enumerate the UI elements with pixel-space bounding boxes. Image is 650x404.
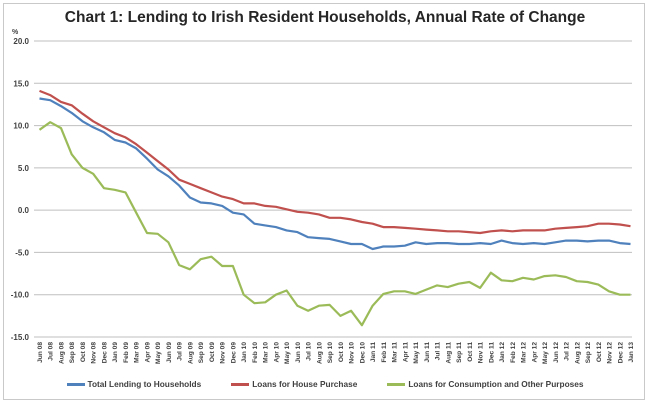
x-tick-label: Mar 12 — [521, 342, 528, 363]
legend-label-total: Total Lending to Households — [87, 379, 202, 389]
legend-label-house: Loans for House Purchase — [252, 379, 358, 389]
x-tick-label: Sep 08 — [69, 342, 76, 364]
legend: Total Lending to Households Loans for Ho… — [0, 379, 650, 389]
legend-item-house: Loans for House Purchase — [231, 379, 357, 389]
series-line-total-lending — [39, 97, 631, 251]
x-tick-label: Jul 09 — [177, 342, 184, 361]
legend-swatch-house — [231, 382, 250, 386]
x-tick-label: Jun 10 — [295, 342, 302, 363]
x-tick-label: Aug 08 — [58, 342, 65, 364]
legend-label-consumption: Loans for Consumption and Other Purposes — [408, 379, 584, 389]
x-tick-label: Dec 12 — [617, 342, 624, 364]
x-tick-label: Dec 09 — [230, 342, 237, 364]
x-tick-label: Jan 10 — [241, 342, 248, 363]
y-tick-label: 15.0 — [13, 79, 29, 88]
y-tick-label: -5.0 — [15, 248, 29, 257]
series-lines — [38, 89, 631, 327]
x-tick-label: Nov 11 — [478, 342, 485, 364]
legend-swatch-total — [66, 382, 85, 386]
x-tick-label: Mar 10 — [263, 342, 270, 363]
x-tick-label: Oct 08 — [80, 342, 87, 362]
y-tick-label: -10.0 — [11, 291, 30, 300]
y-tick-label: 0.0 — [18, 206, 30, 215]
x-tick-label: Sep 09 — [198, 342, 205, 364]
x-tick-label: Nov 09 — [220, 342, 227, 364]
x-tick-label: Jan 12 — [499, 342, 506, 363]
x-tick-label: Aug 11 — [445, 342, 452, 364]
x-tick-label: Sep 12 — [585, 342, 592, 364]
legend-swatch-consumption — [387, 382, 406, 386]
x-tick-label: Jul 10 — [306, 342, 313, 361]
x-tick-label: Sep 11 — [456, 342, 463, 363]
x-tick-label: Aug 10 — [316, 342, 323, 364]
x-tick-label: Jun 08 — [37, 342, 44, 363]
x-tick-label: Feb 12 — [510, 342, 517, 363]
x-tick-label: Aug 09 — [187, 342, 194, 364]
x-tick-label: Jan 09 — [112, 342, 119, 363]
y-tick-label: 20.0 — [13, 37, 29, 46]
x-tick-label: Nov 12 — [607, 342, 614, 364]
x-tick-label: Jun 11 — [424, 342, 431, 363]
x-tick-label: Dec 08 — [101, 342, 108, 364]
x-tick-label: Apr 09 — [144, 342, 151, 363]
x-tick-label: Jun 12 — [553, 342, 560, 363]
y-axis-unit-label: % — [12, 29, 19, 36]
x-tick-label: Feb 09 — [123, 342, 130, 363]
legend-item-total: Total Lending to Households — [66, 379, 202, 389]
x-tick-label: Dec 10 — [359, 342, 366, 364]
x-tick-label: Jul 11 — [435, 342, 442, 361]
x-tick-label: Apr 11 — [402, 342, 409, 362]
x-tick-label: Oct 11 — [467, 342, 474, 362]
x-tick-label: Aug 12 — [574, 342, 581, 364]
x-tick-label: Sep 10 — [327, 342, 334, 364]
chart-frame — [3, 3, 645, 400]
y-tick-label: -15.0 — [11, 333, 30, 342]
x-tick-label: Oct 12 — [596, 342, 603, 362]
x-tick-label: Mar 11 — [392, 342, 399, 363]
x-tick-label: Jan 11 — [370, 342, 377, 362]
x-tick-label: May 11 — [413, 342, 420, 364]
legend-item-consumption: Loans for Consumption and Other Purposes — [387, 379, 584, 389]
x-tick-label: Feb 10 — [252, 342, 259, 363]
x-tick-label: Feb 11 — [381, 342, 388, 363]
gridlines — [34, 40, 632, 338]
x-tick-label: Apr 10 — [273, 342, 280, 363]
x-tick-label: Jul 08 — [48, 342, 55, 361]
x-tick-label: Nov 08 — [91, 342, 98, 364]
x-tick-label: Jul 12 — [564, 342, 571, 361]
x-tick-label: Apr 12 — [531, 342, 538, 363]
x-tick-label: Dec 11 — [488, 342, 495, 363]
chart-title: Chart 1: Lending to Irish Resident House… — [64, 9, 586, 26]
y-tick-label: 10.0 — [13, 122, 29, 131]
x-tick-label: Nov 10 — [349, 342, 356, 364]
x-tick-label: Mar 09 — [134, 342, 141, 363]
x-tick-label: May 12 — [542, 342, 549, 364]
x-axis-ticks: Jun 08 Jul 08 Aug 08 Sep 08 Oct 08 Nov 08 Dec … — [37, 342, 635, 364]
series-line-consumption — [38, 121, 631, 327]
series-line-house-purchase — [39, 89, 631, 235]
y-tick-label: 5.0 — [18, 164, 30, 173]
y-axis-ticks: 20.0 15.0 10.0 5.0 0.0 -5.0 -10.0 -15.0 — [11, 37, 30, 342]
x-tick-label: May 09 — [155, 342, 162, 364]
x-tick-label: Jan 13 — [628, 342, 635, 363]
x-tick-label: Oct 09 — [209, 342, 216, 362]
x-tick-label: May 10 — [284, 342, 291, 364]
x-tick-label: Jun 09 — [166, 342, 173, 363]
x-tick-label: Oct 10 — [338, 342, 345, 362]
